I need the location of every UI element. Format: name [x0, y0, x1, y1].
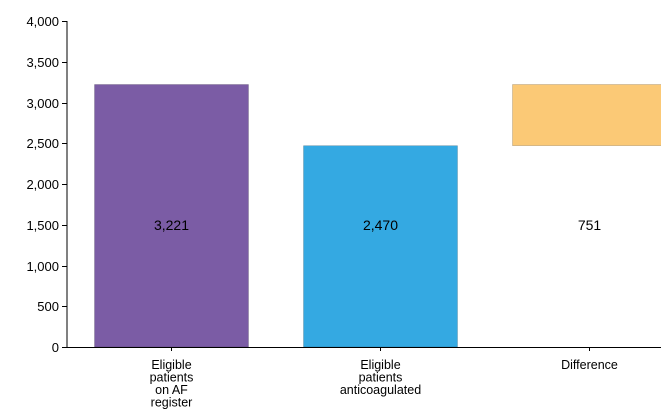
category-label-1: Eligible patients anticoagulated — [340, 358, 421, 397]
bar-value-label-2: 751 — [578, 217, 602, 233]
category-label-line: patients — [150, 371, 194, 385]
bar-value-label-0: 3,221 — [154, 217, 189, 233]
y-tick-label-3: 1,500 — [26, 218, 59, 233]
category-label-line: on AF — [155, 383, 188, 397]
bar-value-label-1: 2,470 — [363, 217, 398, 233]
y-tick-label-5: 2,500 — [26, 136, 59, 151]
y-tick-label-6: 3,000 — [26, 96, 59, 111]
category-label-line: Eligible — [151, 358, 191, 372]
bar-2 — [512, 84, 661, 146]
category-label-line: anticoagulated — [340, 383, 421, 397]
bar-1 — [303, 145, 458, 348]
category-label-line: register — [151, 396, 193, 410]
category-label-0: Eligible patients on AF register — [150, 358, 194, 410]
y-tick-label-4: 2,000 — [26, 177, 59, 192]
category-label-2: Difference — [561, 358, 618, 372]
y-tick-label-7: 3,500 — [26, 55, 59, 70]
y-tick-label-8: 4,000 — [26, 14, 59, 29]
y-tick-label-2: 1,000 — [26, 259, 59, 274]
bar-0 — [94, 84, 249, 348]
category-label-line: patients — [359, 371, 403, 385]
category-label-line: Difference — [561, 358, 618, 372]
y-tick-label-0: 0 — [52, 340, 59, 355]
category-label-line: Eligible — [360, 358, 400, 372]
y-tick-label-1: 500 — [37, 299, 59, 314]
